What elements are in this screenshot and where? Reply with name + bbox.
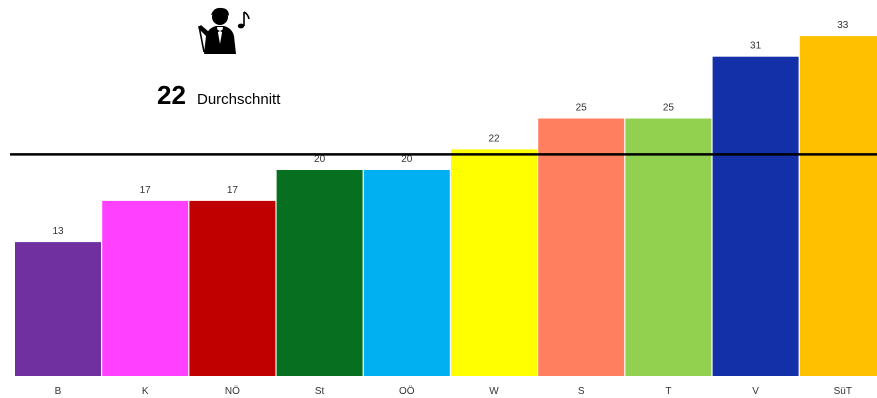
tick-label-OÖ: OÖ <box>399 385 415 397</box>
bar-S <box>538 118 625 376</box>
tick-label-V: V <box>752 386 759 397</box>
value-label-V: 31 <box>750 41 762 52</box>
value-label-St: 20 <box>314 154 326 165</box>
value-labels-group: 13 17 17 20 20 22 25 25 31 33 <box>52 20 848 237</box>
value-label-K: 17 <box>140 185 152 196</box>
average-value: 22 <box>157 80 186 110</box>
value-label-B: 13 <box>52 226 64 237</box>
tick-label-T: T <box>665 386 671 397</box>
bar-W <box>451 149 537 376</box>
tick-label-SüT: SüT <box>834 386 852 397</box>
tick-label-B: B <box>55 386 62 397</box>
value-label-W: 22 <box>488 133 500 144</box>
tick-label-St: St <box>315 386 325 397</box>
value-label-OÖ: 20 <box>401 154 413 165</box>
bar-K <box>102 200 189 376</box>
bar-V <box>712 56 799 376</box>
bar-NÖ <box>189 200 276 376</box>
tick-label-NÖ: NÖ <box>225 385 240 397</box>
tick-label-W: W <box>489 386 499 397</box>
conductor-icon <box>198 7 250 54</box>
average-label: Durchschnitt <box>197 91 281 108</box>
bar-SüT <box>799 36 877 376</box>
value-label-S: 25 <box>576 103 588 114</box>
value-label-SüT: 33 <box>837 20 849 31</box>
bars-group <box>15 36 877 376</box>
value-label-T: 25 <box>663 103 675 114</box>
tick-label-K: K <box>142 386 149 397</box>
bar-St <box>276 170 363 376</box>
value-label-NÖ: 17 <box>227 185 239 196</box>
x-axis-tick-labels: B K NÖ St OÖ W S T V SüT <box>55 385 852 397</box>
bar-OÖ <box>363 170 450 376</box>
bar-B <box>15 242 101 376</box>
tick-label-S: S <box>578 386 585 397</box>
bar-T <box>625 118 712 376</box>
